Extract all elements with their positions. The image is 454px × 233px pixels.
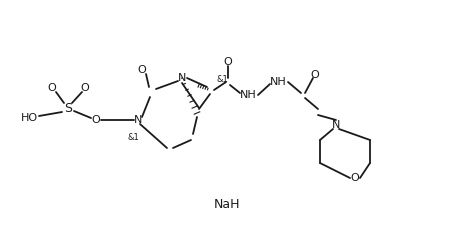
Text: NH: NH: [240, 90, 257, 100]
Text: HO: HO: [21, 113, 38, 123]
Text: O: O: [350, 173, 360, 183]
Text: O: O: [311, 70, 319, 80]
Text: O: O: [138, 65, 146, 75]
Text: NH: NH: [270, 77, 286, 87]
Text: &1: &1: [216, 75, 228, 85]
Text: O: O: [224, 57, 232, 67]
Text: N: N: [332, 120, 340, 130]
Text: O: O: [81, 83, 89, 93]
Text: S: S: [64, 102, 72, 114]
Text: &1: &1: [127, 134, 139, 143]
Text: NaH: NaH: [214, 199, 240, 212]
Text: N: N: [178, 73, 186, 83]
Text: O: O: [48, 83, 56, 93]
Text: N: N: [134, 115, 142, 125]
Text: O: O: [92, 115, 100, 125]
